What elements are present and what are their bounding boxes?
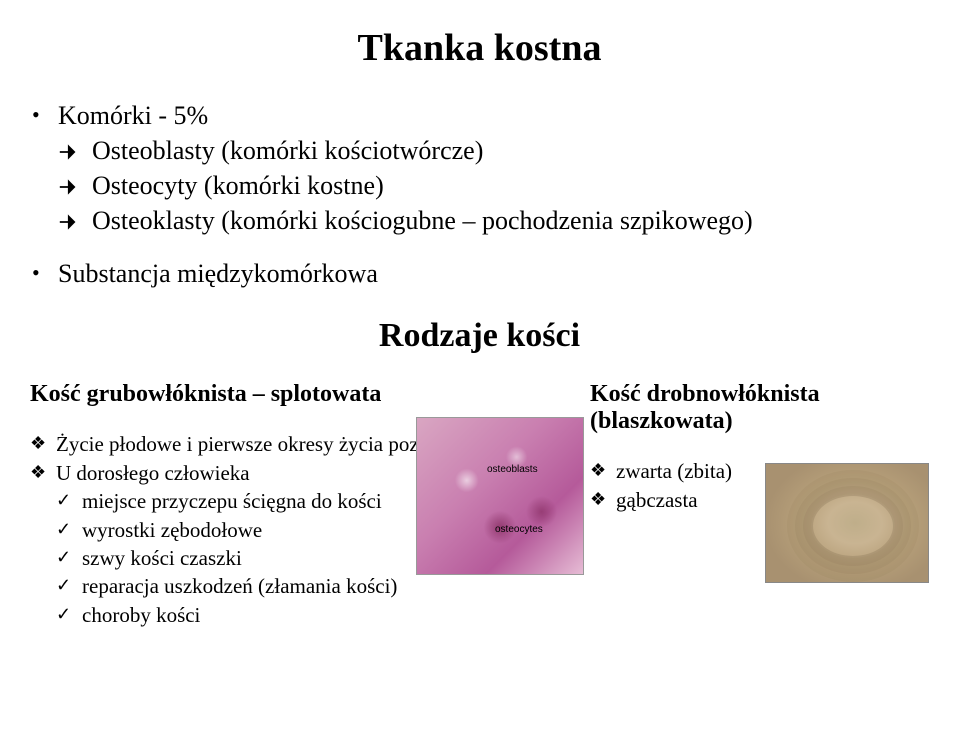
check-icon: ✓ xyxy=(56,516,82,543)
bullet-icon: • xyxy=(32,98,58,131)
list-text: Osteocyty (komórki kostne) xyxy=(92,168,384,203)
list-text: U dorosłego człowieka xyxy=(56,459,250,487)
slide-title: Tkanka kostna xyxy=(30,26,929,70)
list-text: Komórki - 5% xyxy=(58,98,208,133)
slide: Tkanka kostna • Komórki - 5% Osteoblasty… xyxy=(0,0,959,741)
list-text: Substancja międzykomórkowa xyxy=(58,256,378,291)
list-item: ✓ choroby kości xyxy=(56,601,580,629)
list-item: Osteoklasty (komórki kościogubne – pocho… xyxy=(58,203,929,238)
histology-image-2-wrap xyxy=(765,463,929,583)
list-text: wyrostki zębodołowe xyxy=(82,516,262,544)
check-icon: ✓ xyxy=(56,487,82,514)
diamond-icon: ❖ xyxy=(30,430,56,457)
list-item: ✓ reparacja uszkodzeń (złamania kości) xyxy=(56,572,580,600)
check-icon: ✓ xyxy=(56,572,82,599)
image-label: osteoblasts xyxy=(487,464,538,475)
list-item: • Komórki - 5% xyxy=(32,98,929,133)
left-column: Kość grubowłóknista – splotowata ❖ Życie… xyxy=(30,381,590,628)
right-column: Kość drobnowłóknista (blaszkowata) ❖ zwa… xyxy=(590,381,929,628)
list-text: choroby kości xyxy=(82,601,200,629)
histology-image-1: osteoblasts osteocytes xyxy=(416,417,584,575)
list-text: Osteoblasty (komórki kościotwórcze) xyxy=(92,133,483,168)
list-text: Osteoklasty (komórki kościogubne – pocho… xyxy=(92,203,753,238)
check-icon: ✓ xyxy=(56,544,82,571)
list-item: Osteocyty (komórki kostne) xyxy=(58,168,929,203)
top-list: • Komórki - 5% Osteoblasty (komórki kośc… xyxy=(32,98,929,291)
right-heading: Kość drobnowłóknista (blaszkowata) xyxy=(590,381,929,435)
list-item: Osteoblasty (komórki kościotwórcze) xyxy=(58,133,929,168)
list-text: miejsce przyczepu ścięgna do kości xyxy=(82,487,382,515)
diamond-icon: ❖ xyxy=(590,486,616,513)
list-text: szwy kości czaszki xyxy=(82,544,242,572)
columns: Kość grubowłóknista – splotowata ❖ Życie… xyxy=(30,381,929,628)
section-heading: Rodzaje kości xyxy=(30,317,929,355)
arrow-icon xyxy=(58,133,92,167)
arrow-icon xyxy=(58,203,92,237)
list-text: zwarta (zbita) xyxy=(616,457,732,485)
list-text: gąbczasta xyxy=(616,486,698,514)
list-text: reparacja uszkodzeń (złamania kości) xyxy=(82,572,397,600)
histology-image-2 xyxy=(765,463,929,583)
check-icon: ✓ xyxy=(56,601,82,628)
arrow-icon xyxy=(58,168,92,202)
diamond-icon: ❖ xyxy=(590,457,616,484)
list-item: • Substancja międzykomórkowa xyxy=(32,256,929,291)
image-label: osteocytes xyxy=(495,524,543,535)
diamond-icon: ❖ xyxy=(30,459,56,486)
bullet-icon: • xyxy=(32,256,58,289)
left-heading: Kość grubowłóknista – splotowata xyxy=(30,381,580,408)
